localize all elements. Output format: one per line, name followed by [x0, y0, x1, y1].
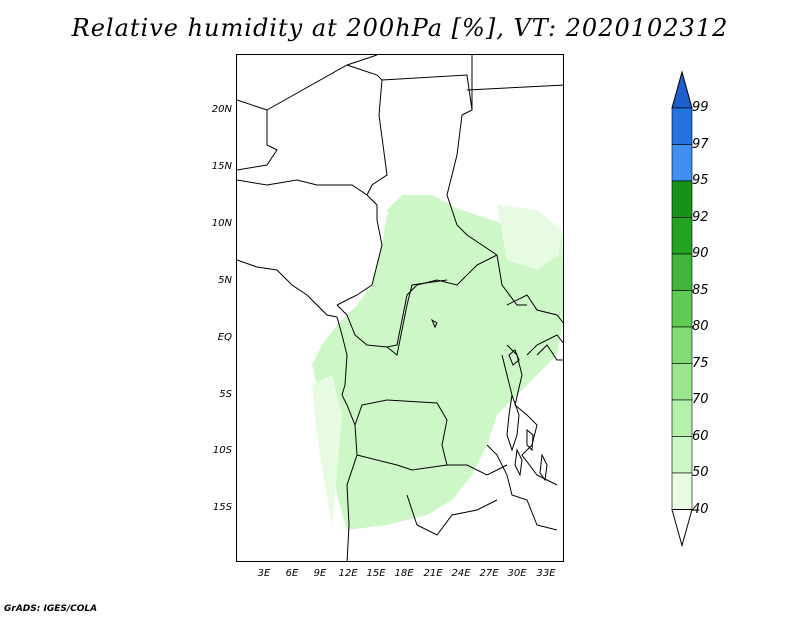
colorbar-band [671, 290, 693, 328]
x-tick-label: 24E [451, 568, 471, 579]
colorbar [671, 70, 693, 548]
y-tick-label: 10S [212, 445, 232, 456]
colorbar-label: 95 [692, 173, 709, 188]
map-panel [236, 54, 564, 562]
humidity-region-west [312, 375, 342, 525]
humidity-region-east [497, 205, 562, 270]
x-tick-label: 30E [507, 568, 527, 579]
x-tick-label: 33E [536, 568, 556, 579]
map-title: Relative humidity at 200hPa [%], VT: 202… [71, 14, 729, 42]
y-tick-label: 20N [211, 104, 232, 115]
colorbar-band [671, 436, 693, 474]
country-borders [237, 55, 563, 561]
colorbar-band [671, 253, 693, 291]
humidity-region-central [312, 200, 563, 530]
lakes [430, 318, 548, 482]
colorbar-band [671, 472, 693, 510]
x-tick-label: 27E [479, 568, 499, 579]
colorbar-label: 40 [692, 501, 709, 517]
colorbar-band [671, 399, 693, 437]
y-tick-label: 10N [211, 218, 232, 229]
colorbar-band [671, 107, 693, 145]
colorbar-label: 70 [692, 392, 709, 407]
y-tick-label: 5N [218, 275, 232, 286]
colorbar-label: 90 [692, 246, 709, 261]
colorbar-band [671, 363, 693, 401]
colorbar-label: 92 [692, 209, 709, 225]
colorbar-label: 99 [692, 100, 709, 115]
colorbar-band [671, 180, 693, 218]
colorbar-bottom-arrow [671, 509, 693, 548]
x-tick-label: 18E [394, 568, 414, 579]
humidity-field [312, 195, 563, 530]
colorbar-label: 50 [692, 465, 709, 480]
y-tick-label: 5S [219, 389, 232, 400]
map-canvas [237, 55, 563, 561]
colorbar-label: 75 [692, 355, 709, 371]
x-tick-label: 15E [366, 568, 386, 579]
colorbar-top-arrow [671, 70, 693, 109]
x-tick-label: 6E [285, 568, 299, 579]
colorbar-label: 97 [692, 136, 709, 152]
colorbar-label: 85 [692, 282, 709, 298]
colorbar-band [671, 144, 693, 182]
y-tick-label: EQ [217, 332, 232, 343]
credit-label: GrADS: IGES/COLA [4, 604, 98, 614]
x-tick-label: 12E [338, 568, 358, 579]
y-tick-label: 15N [211, 161, 232, 172]
colorbar-label: 60 [692, 428, 709, 444]
x-tick-label: 21E [423, 568, 443, 579]
x-tick-label: 9E [313, 568, 327, 579]
humidity-region-north [387, 195, 452, 245]
colorbar-label: 80 [692, 319, 709, 334]
x-tick-label: 3E [257, 568, 271, 579]
y-tick-label: 15S [212, 502, 232, 513]
colorbar-band [671, 217, 693, 255]
colorbar-band [671, 326, 693, 364]
